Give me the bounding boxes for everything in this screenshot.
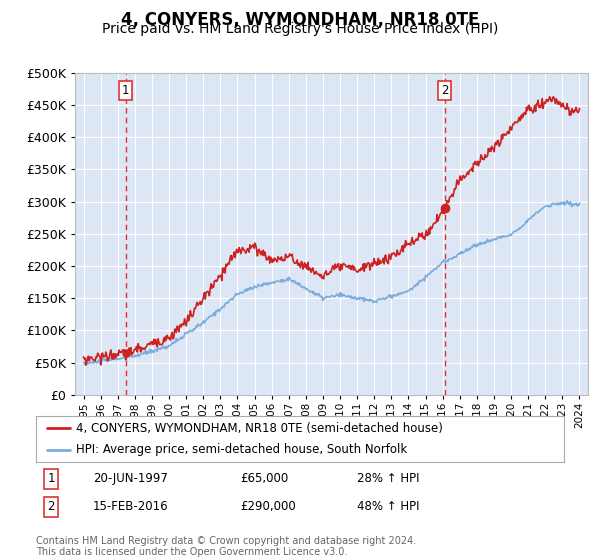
Text: £65,000: £65,000: [240, 472, 288, 486]
Text: 1: 1: [122, 85, 130, 97]
Text: 2: 2: [47, 500, 55, 514]
Text: 1: 1: [47, 472, 55, 486]
Text: 4, CONYERS, WYMONDHAM, NR18 0TE: 4, CONYERS, WYMONDHAM, NR18 0TE: [121, 11, 479, 29]
Text: HPI: Average price, semi-detached house, South Norfolk: HPI: Average price, semi-detached house,…: [76, 443, 407, 456]
Text: 4, CONYERS, WYMONDHAM, NR18 0TE (semi-detached house): 4, CONYERS, WYMONDHAM, NR18 0TE (semi-de…: [76, 422, 442, 435]
Text: Contains HM Land Registry data © Crown copyright and database right 2024.
This d: Contains HM Land Registry data © Crown c…: [36, 535, 416, 557]
Text: Price paid vs. HM Land Registry's House Price Index (HPI): Price paid vs. HM Land Registry's House …: [102, 22, 498, 36]
Text: 20-JUN-1997: 20-JUN-1997: [93, 472, 168, 486]
Text: 2: 2: [441, 85, 448, 97]
Text: £290,000: £290,000: [240, 500, 296, 514]
Text: 15-FEB-2016: 15-FEB-2016: [93, 500, 169, 514]
Text: 28% ↑ HPI: 28% ↑ HPI: [357, 472, 419, 486]
Text: 48% ↑ HPI: 48% ↑ HPI: [357, 500, 419, 514]
